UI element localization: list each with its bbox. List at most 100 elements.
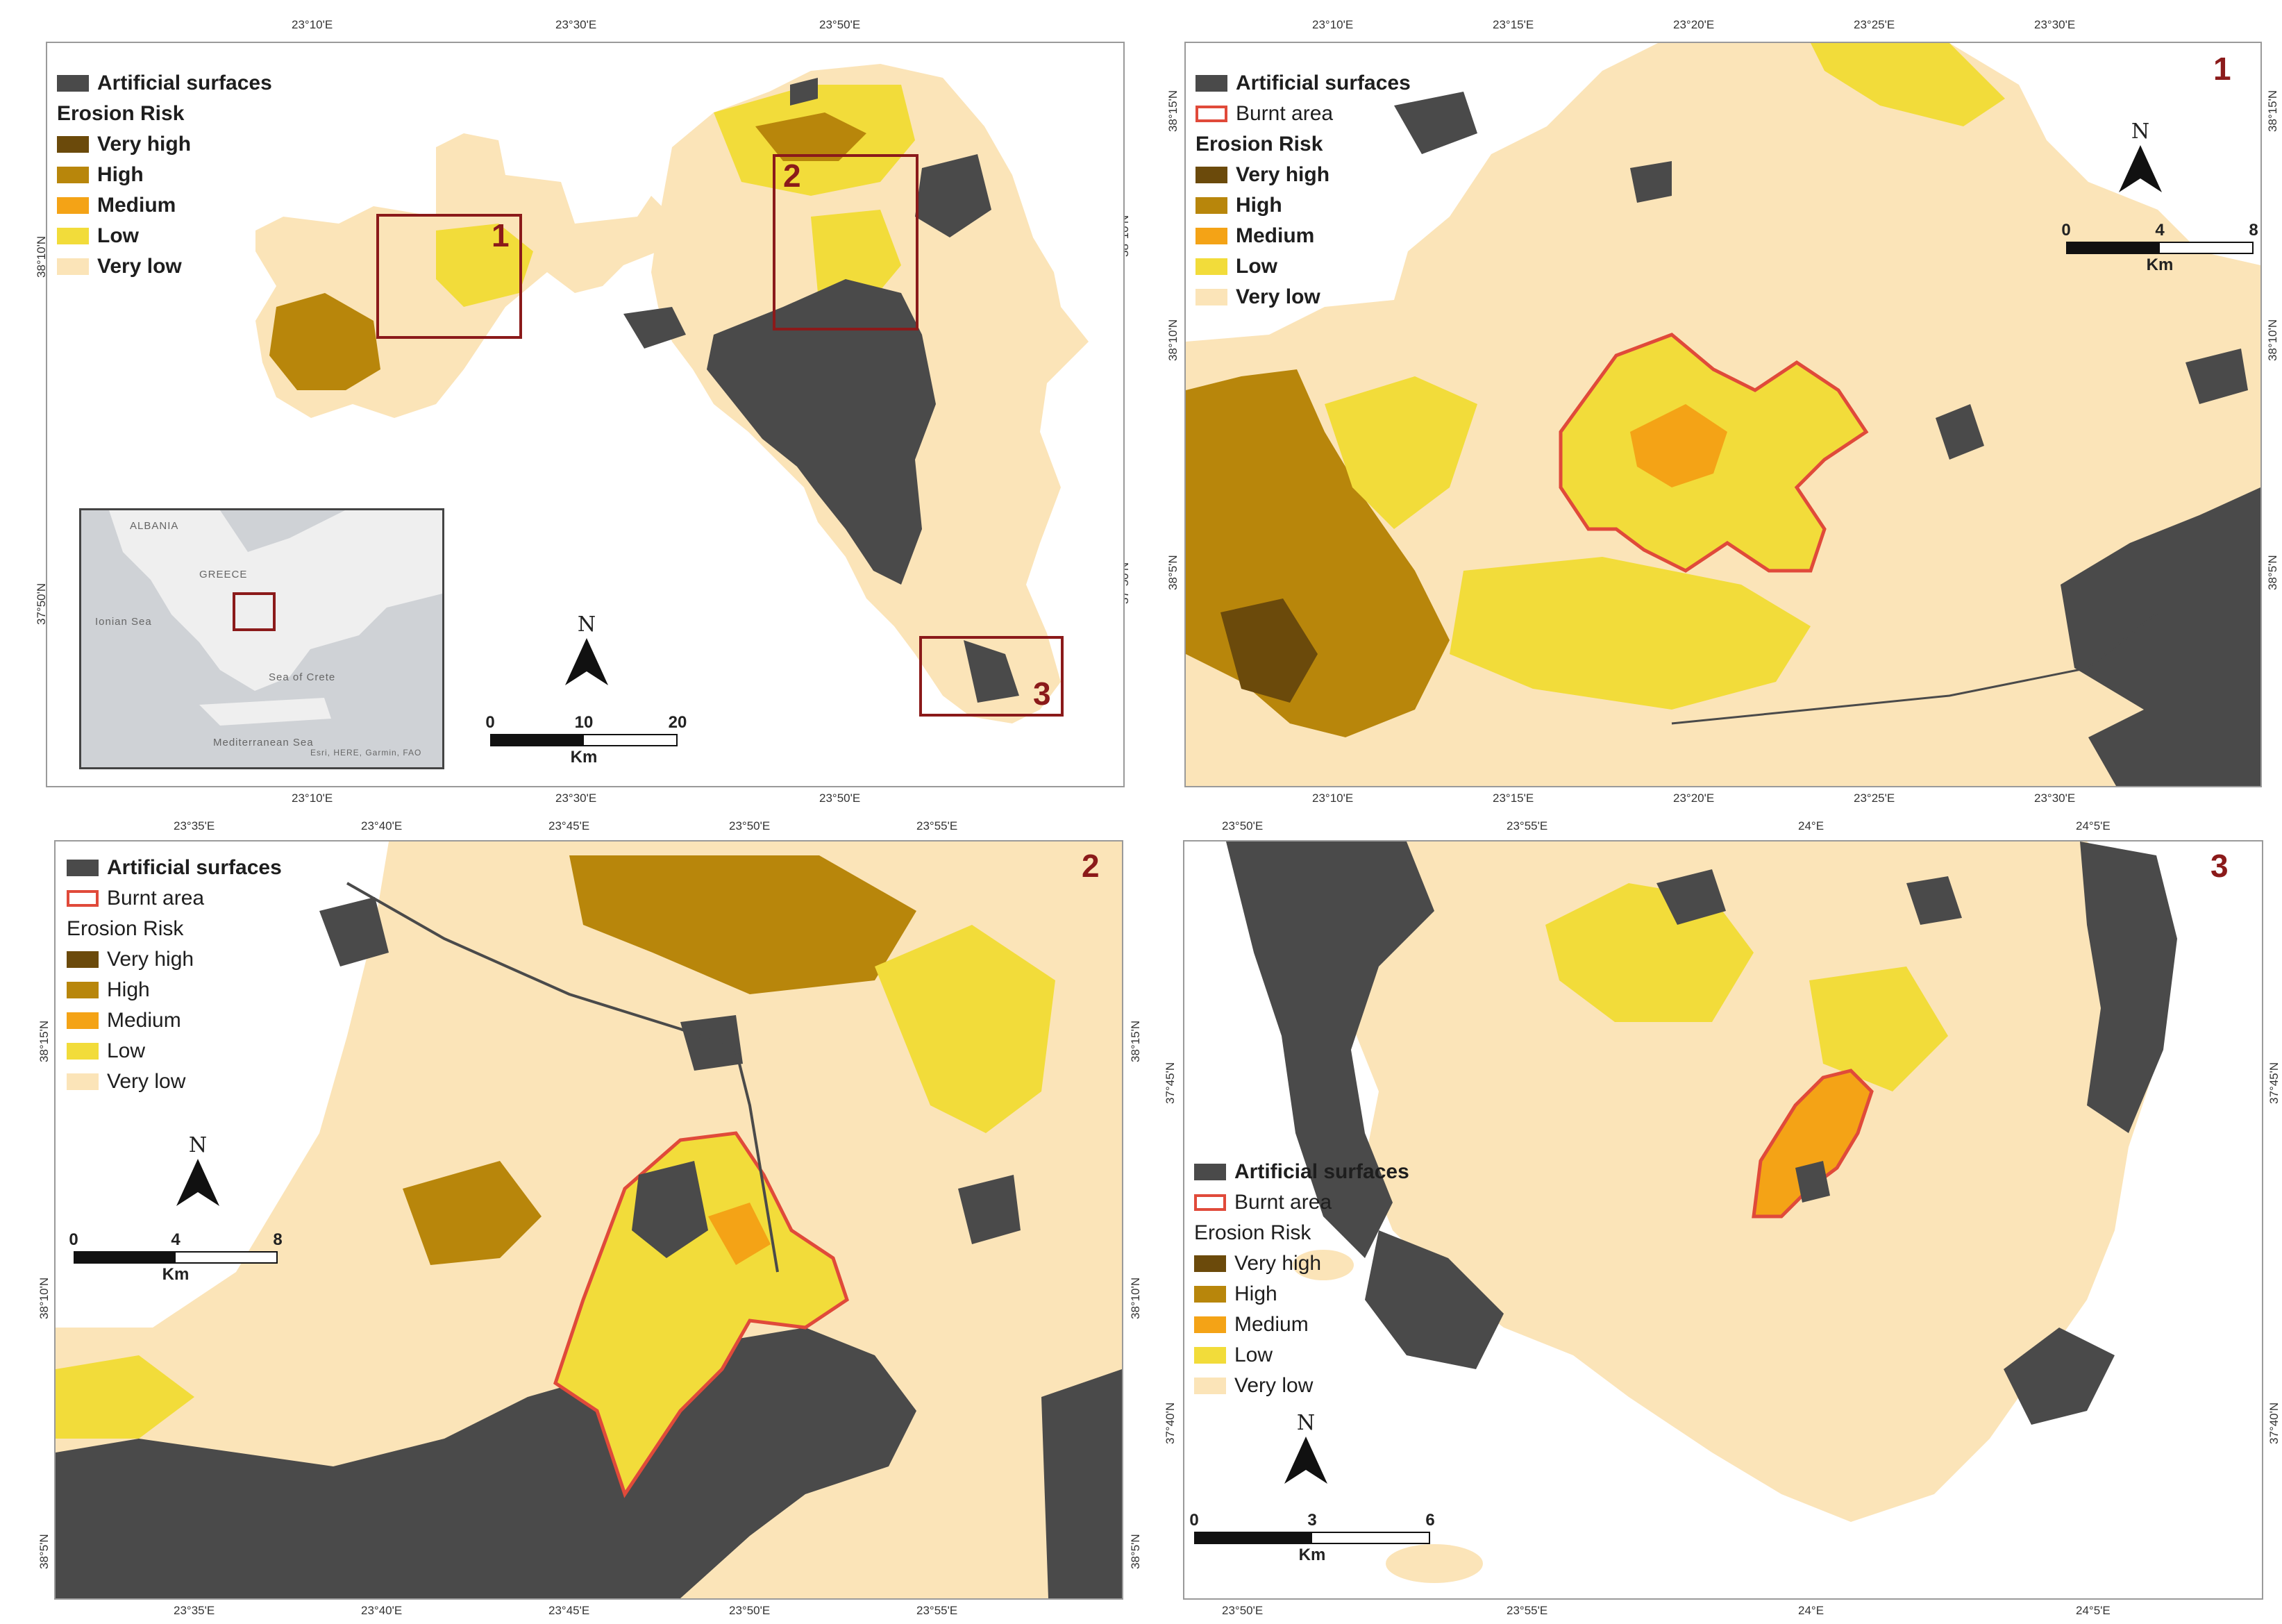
- scale-bar: 0 4 8 Km: [2061, 221, 2258, 275]
- inset-land: [199, 698, 331, 726]
- artificial-surface: [319, 897, 389, 966]
- legend-item-medium: Medium: [1194, 1309, 1409, 1340]
- land-high: [269, 293, 380, 390]
- islet: [1386, 1544, 1483, 1583]
- artificial-surface: [915, 154, 991, 237]
- top-tick: 23°10'E: [1312, 18, 1354, 31]
- land-very-high: [1220, 598, 1318, 703]
- north-arrow: N: [2116, 119, 2165, 197]
- bottom-tick: 24°E: [1798, 1604, 1824, 1617]
- medium-swatch: [1194, 1316, 1226, 1333]
- study-box-2: [773, 154, 918, 330]
- legend-item-high: High: [1195, 190, 1411, 221]
- legend-label: Artificial surfaces: [1234, 1160, 1409, 1183]
- burnt-medium: [708, 1203, 771, 1265]
- legend-label: Very low: [1236, 285, 1320, 308]
- right-tick: 38°15'N: [1129, 1020, 1142, 1062]
- top-tick: 23°30'E: [2034, 18, 2076, 31]
- right-tick: 37°40'N: [2267, 1402, 2281, 1444]
- legend-label: Artificial surfaces: [1236, 72, 1411, 94]
- scale-label: 3: [1307, 1511, 1317, 1530]
- panel-number: 2: [1082, 848, 1100, 884]
- left-tick: 38°5'N: [1166, 555, 1180, 590]
- legend-label: Low: [1236, 255, 1277, 278]
- panel-3-frame: 3 Artificial surfaces Burnt area Erosion…: [1183, 840, 2263, 1600]
- land-low: [1811, 43, 2005, 126]
- legend-item-artificial: Artificial surfaces: [57, 68, 272, 99]
- legend-label: Very low: [97, 255, 182, 278]
- scale-bar: 0 3 6 Km: [1189, 1511, 1434, 1565]
- study-box-label-2: 2: [783, 158, 801, 194]
- burnt-swatch: [1195, 106, 1227, 122]
- study-box-label-3: 3: [1033, 676, 1051, 712]
- inset-focus-box: [233, 592, 276, 631]
- artificial-surface: [1906, 876, 1962, 925]
- top-tick: 23°30'E: [555, 18, 597, 31]
- very-high-swatch: [67, 951, 99, 968]
- land-low: [56, 1355, 194, 1439]
- artificial-surface: [2004, 1328, 2115, 1425]
- legend-item-low: Low: [67, 1036, 282, 1066]
- bottom-tick: 23°30'E: [2034, 792, 2076, 805]
- scale-label: 6: [1425, 1511, 1435, 1530]
- legend-item-medium: Medium: [1195, 221, 1411, 251]
- scale-label: 20: [668, 713, 687, 732]
- bottom-tick: 23°30'E: [555, 792, 597, 805]
- artificial-swatch: [57, 75, 89, 92]
- legend-label: Medium: [1234, 1313, 1309, 1336]
- land-very-low: [1275, 842, 2170, 1522]
- scale-label: 0: [2061, 221, 2071, 240]
- legend-heading: Erosion Risk: [1195, 133, 1323, 156]
- legend-item-very-low: Very low: [57, 251, 272, 282]
- legend-label: Medium: [1236, 224, 1315, 247]
- main-map-frame: 1 2 3 Artificial surfaces Erosion Risk V…: [46, 42, 1125, 787]
- left-tick: 37°40'N: [1164, 1402, 1177, 1444]
- top-tick: 24°E: [1798, 819, 1824, 832]
- legend-item-very-low: Very low: [1195, 282, 1411, 312]
- bottom-tick: 23°55'E: [1507, 1604, 1548, 1617]
- very-low-swatch: [57, 258, 89, 275]
- legend-label: Low: [1234, 1343, 1273, 1366]
- artificial-surface: [958, 1175, 1021, 1244]
- legend-label: Very high: [1236, 163, 1330, 186]
- bottom-tick: 23°40'E: [361, 1604, 403, 1617]
- islet: [1293, 1250, 1354, 1280]
- medium-swatch: [1195, 228, 1227, 244]
- north-arrow-icon: [1284, 1437, 1327, 1484]
- medium-swatch: [57, 197, 89, 214]
- legend-item-very-high: Very high: [67, 944, 282, 975]
- land-low: [1325, 376, 1477, 529]
- burnt-area: [553, 1131, 849, 1498]
- artificial-surface: [707, 279, 936, 585]
- top-tick: 23°50'E: [729, 819, 771, 832]
- scale-bar: 0 4 8 Km: [69, 1230, 282, 1284]
- legend-item-low: Low: [1195, 251, 1411, 282]
- legend-label: High: [107, 978, 150, 1001]
- water: [512, 342, 623, 397]
- bottom-tick: 23°50'E: [819, 792, 861, 805]
- north-label: N: [1296, 1411, 1316, 1435]
- bottom-tick: 23°15'E: [1493, 792, 1534, 805]
- legend-item-high: High: [1194, 1279, 1409, 1309]
- legend-item-high: High: [67, 975, 282, 1005]
- right-tick: 38°5'N: [1129, 1534, 1142, 1569]
- panel-number: 3: [2210, 848, 2229, 884]
- north-arrow-icon: [565, 638, 608, 685]
- very-high-swatch: [57, 136, 89, 153]
- top-tick: 23°35'E: [174, 819, 215, 832]
- burnt-swatch: [1194, 1194, 1226, 1211]
- right-tick: 37°45'N: [2267, 1062, 2281, 1104]
- artificial-surface: [1365, 1230, 1504, 1369]
- legend-label: High: [1234, 1282, 1277, 1305]
- legend-item-very-high: Very high: [1195, 160, 1411, 190]
- legend-item-medium: Medium: [57, 190, 272, 221]
- artificial-surface: [623, 307, 686, 349]
- bottom-tick: 24°5'E: [2076, 1604, 2111, 1617]
- scale-unit: Km: [162, 1265, 190, 1284]
- panel-2-canvas: [56, 842, 1122, 1598]
- legend-item-low: Low: [1194, 1340, 1409, 1371]
- burnt-swatch: [67, 890, 99, 907]
- legend-label: Artificial surfaces: [107, 856, 282, 879]
- artificial-surface: [1656, 869, 1726, 925]
- right-tick: 38°10'N: [2266, 319, 2279, 361]
